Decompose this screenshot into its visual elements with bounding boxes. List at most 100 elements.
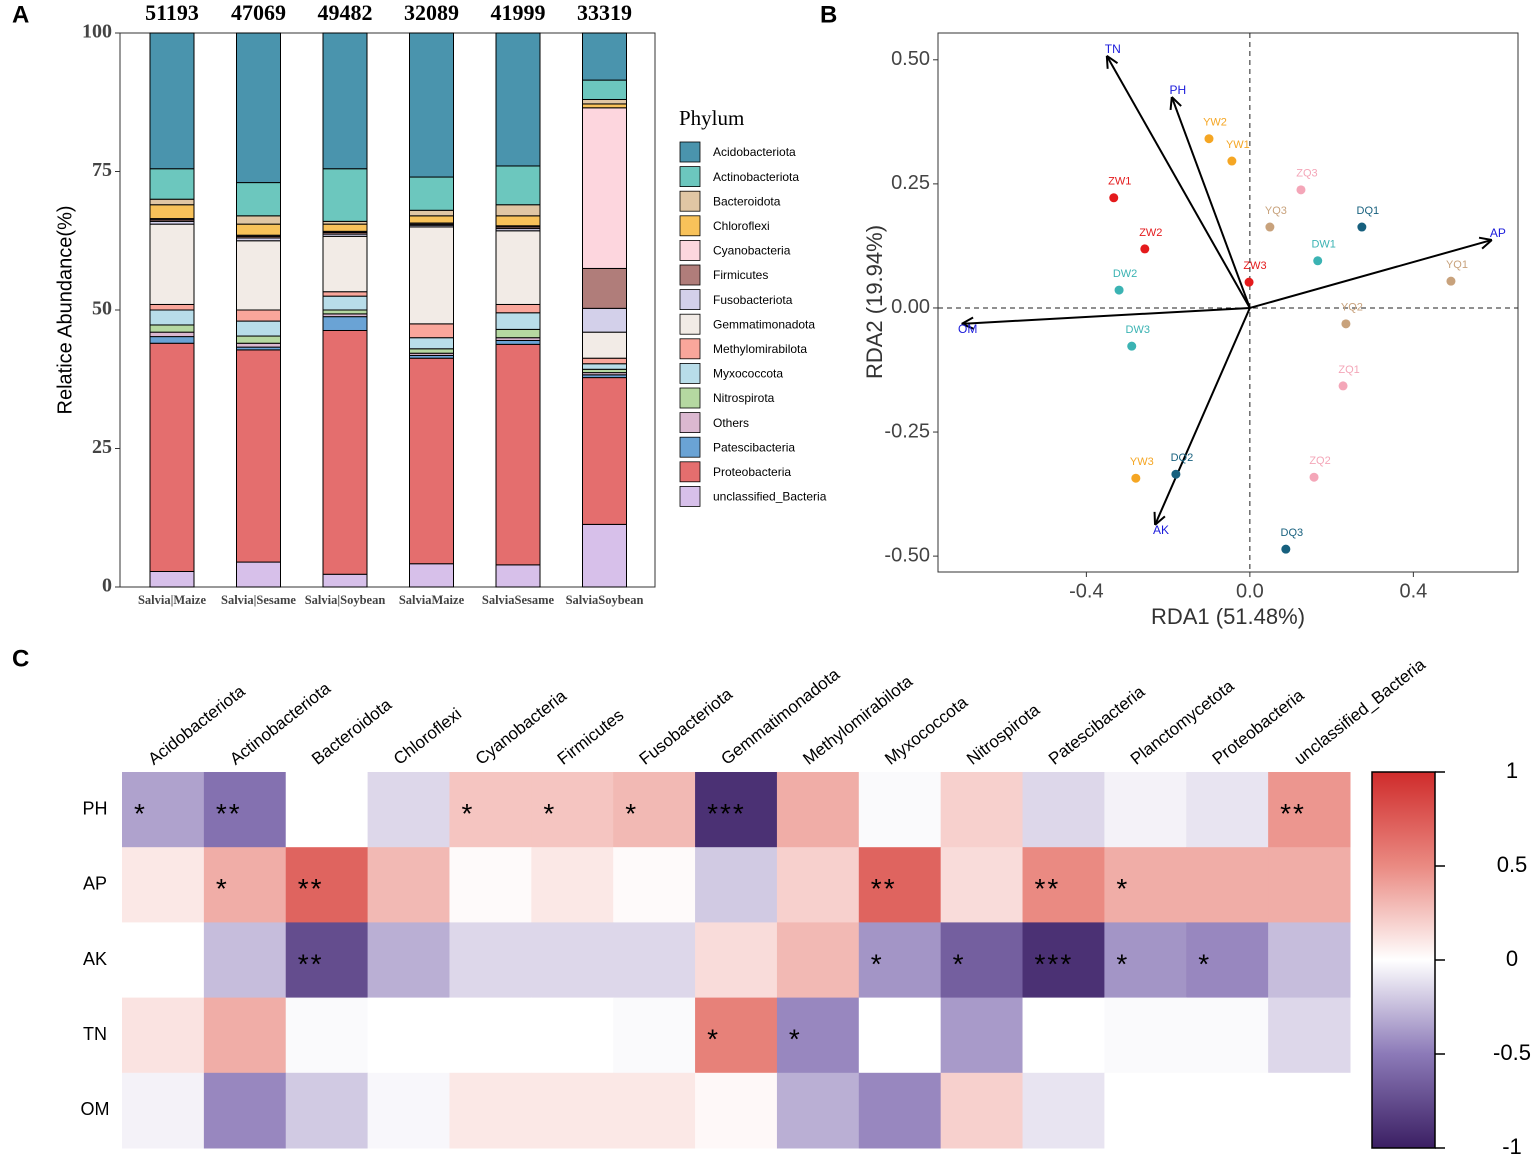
legend-label: Acidobacteriota — [713, 145, 796, 159]
heat-cell — [776, 922, 860, 999]
bar-segment — [495, 32, 541, 167]
significance: ** — [871, 873, 897, 904]
bar-segment — [236, 215, 281, 225]
arrow-label: AP — [1490, 226, 1506, 240]
bar-segment — [322, 329, 368, 575]
heat-cell — [367, 1072, 450, 1149]
heat-cell — [1104, 1072, 1187, 1149]
significance: * — [871, 948, 884, 979]
heat-cell — [776, 1072, 860, 1149]
arrow-head — [961, 322, 975, 330]
bar-segment — [495, 343, 541, 566]
heat-cell — [776, 772, 860, 848]
y-tick-label: 50 — [92, 298, 112, 320]
legend-swatch — [679, 190, 701, 212]
bar-total: 51193 — [145, 0, 199, 25]
heat-cell — [940, 1072, 1024, 1149]
significance: * — [461, 798, 474, 829]
legend-swatch — [679, 387, 701, 409]
heat-cell — [1104, 997, 1187, 1074]
x-tick-label: SalviaSesame — [482, 593, 555, 607]
bar-segment — [322, 573, 368, 588]
bar-segment — [495, 328, 541, 339]
bar-segment — [409, 337, 454, 350]
row-label: OM — [81, 1099, 110, 1119]
legend-swatch — [679, 239, 701, 261]
bar-segment — [149, 342, 195, 572]
x-tick-label: -0.4 — [1069, 580, 1103, 602]
bar-segment — [582, 363, 627, 370]
heat-cell — [203, 997, 287, 1074]
heat-cell — [1186, 997, 1269, 1074]
bar-segment — [149, 32, 195, 170]
bar-segment — [495, 165, 541, 206]
point-label: DQ3 — [1281, 527, 1304, 539]
heat-cell — [1268, 772, 1351, 848]
heat-cell — [531, 772, 614, 848]
significance: * — [707, 1024, 720, 1055]
bar-segment — [409, 32, 454, 178]
x-tick-label: Salvia|Maize — [138, 593, 206, 607]
panel-letter: B — [820, 1, 837, 28]
arrow-label: AK — [1153, 523, 1169, 537]
arrow-shaft — [1249, 239, 1493, 309]
bar-segment — [409, 348, 454, 354]
heat-cell — [1268, 997, 1351, 1074]
bar-segment — [236, 32, 281, 184]
row-label: AK — [83, 949, 107, 969]
point-label: DW2 — [1113, 268, 1137, 280]
legend-label: Nitrospirota — [713, 391, 775, 405]
y-tick-label: -0.25 — [884, 420, 930, 442]
heat-cell — [449, 997, 532, 1074]
heat-cell — [1186, 922, 1269, 999]
y-tick-label: -0.50 — [884, 544, 930, 566]
bar-segment — [236, 182, 281, 217]
bar-segment — [236, 335, 281, 344]
point — [1171, 469, 1181, 479]
heat-cell — [1268, 922, 1351, 999]
bar-segment — [322, 309, 368, 315]
colorbar-tick-label: 0 — [1506, 946, 1518, 971]
biplot-arrow — [1153, 307, 1251, 526]
point — [1281, 544, 1291, 554]
heat-cell — [858, 997, 942, 1074]
bar-segment — [495, 312, 541, 330]
heat-cell — [1268, 847, 1351, 923]
legend-label: Gemmatimonadota — [713, 317, 815, 331]
point — [1114, 285, 1124, 295]
x-tick-label: SalviaMaize — [399, 593, 465, 607]
heat-cell — [285, 997, 369, 1074]
colorbar-tick-label: 0.5 — [1497, 852, 1528, 877]
legend-swatch — [679, 141, 701, 163]
heat-cell — [449, 1072, 532, 1149]
heat-cell — [613, 1072, 696, 1149]
heat-cell — [940, 772, 1024, 848]
legend-swatch — [679, 289, 701, 311]
bar-segment — [495, 204, 541, 217]
heat-cell — [940, 847, 1024, 923]
x-axis-label: RDA1 (51.48%) — [1151, 604, 1305, 629]
heat-cell — [1104, 847, 1187, 923]
point — [1127, 341, 1137, 351]
plot-frame — [937, 32, 1519, 573]
heat-cell — [122, 922, 205, 999]
arrow-head — [1105, 55, 1109, 69]
bar-segment — [322, 291, 368, 297]
legend-swatch — [679, 485, 701, 507]
heat-cell — [531, 997, 614, 1074]
column-label: Firmicutes — [554, 705, 627, 768]
point — [1341, 319, 1351, 329]
heat-cell — [122, 847, 205, 923]
bar-segment — [322, 316, 368, 331]
heat-cell — [531, 847, 614, 923]
point-label: YW3 — [1130, 456, 1154, 468]
heat-cell — [1022, 922, 1105, 999]
panel-letter: A — [12, 1, 29, 28]
point-label: ZQ2 — [1309, 455, 1330, 467]
bar-segment — [149, 331, 195, 338]
heat-cell — [122, 772, 205, 848]
heat-cell — [449, 772, 532, 848]
bar-segment — [149, 303, 195, 311]
heat-cell — [367, 772, 450, 848]
